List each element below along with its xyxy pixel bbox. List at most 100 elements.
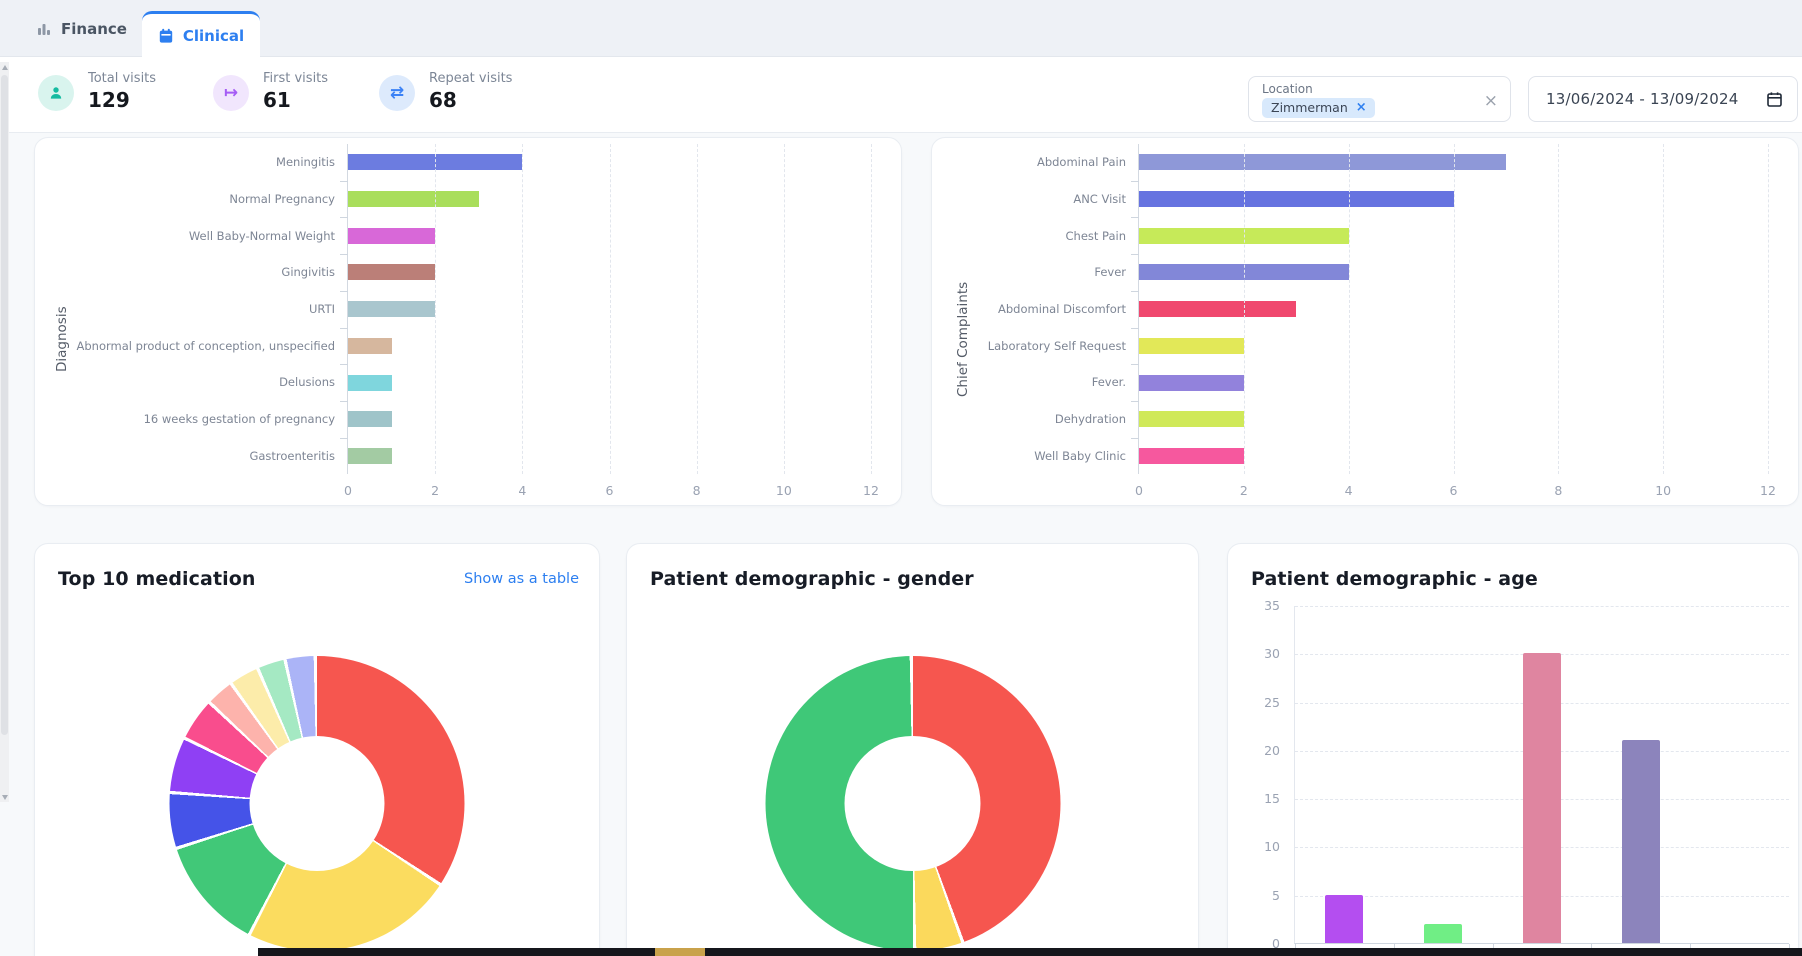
y-tick-label: 15 xyxy=(1264,791,1280,807)
x-tick-label: 6 xyxy=(1449,483,1458,498)
category-label: Gingivitis xyxy=(281,265,335,280)
axis-tick xyxy=(340,364,348,366)
gridline xyxy=(1453,144,1455,474)
x-tick-label: 2 xyxy=(431,483,440,498)
x-tick-label: 4 xyxy=(1344,483,1353,498)
location-filter-label: Location xyxy=(1262,82,1313,96)
bar-laboratory-self-request xyxy=(1139,337,1244,354)
repeat-arrows-icon: ⇄ xyxy=(379,75,415,111)
category-label: ANC Visit xyxy=(1073,192,1126,207)
location-chip[interactable]: Zimmerman × xyxy=(1262,98,1375,118)
stat-total-visits: Total visits 129 xyxy=(38,71,156,112)
bar-anc-visit xyxy=(1139,191,1454,208)
bar-abdominal-pain xyxy=(1139,154,1506,171)
show-as-table-link[interactable]: Show as a table xyxy=(463,571,579,587)
axis-tick xyxy=(340,327,348,329)
axis-tick xyxy=(1131,254,1139,256)
card-title: Patient demographic - gender xyxy=(650,568,974,590)
x-tick-label: 6 xyxy=(605,483,614,498)
location-filter[interactable]: Location Zimmerman × × xyxy=(1248,76,1511,122)
scroll-down-arrow[interactable] xyxy=(0,792,9,802)
age-bar-4 xyxy=(1621,740,1660,943)
x-axis-tick xyxy=(1591,944,1593,951)
axis-tick xyxy=(340,254,348,256)
bar-fever- xyxy=(1139,374,1244,391)
axis-tick xyxy=(1131,180,1139,182)
x-axis: 0 2 4 6 8 10 12 xyxy=(344,474,879,500)
scrollbar-thumb[interactable] xyxy=(1,75,8,735)
vertical-scrollbar[interactable] xyxy=(0,62,9,802)
axis-tick xyxy=(1131,217,1139,219)
age-bar-1 xyxy=(1325,894,1364,943)
bar-chart-icon xyxy=(36,21,52,37)
age-bar-3 xyxy=(1523,653,1561,943)
arrow-from-bar-icon: ↦ xyxy=(213,75,249,111)
date-range-input[interactable]: 13/06/2024 - 13/09/2024 xyxy=(1528,76,1798,122)
stat-label: Total visits xyxy=(88,71,157,86)
card-title: Patient demographic - age xyxy=(1251,568,1538,590)
axis-tick xyxy=(1131,364,1139,366)
y-tick-label: 10 xyxy=(1264,839,1280,855)
tab-clinical[interactable]: Clinical xyxy=(142,11,260,58)
gridline xyxy=(435,144,437,474)
chief-complaints-bar-chart: Chief Complaints Abdominal Pain ANC Visit… xyxy=(932,138,1798,505)
category-label: URTI xyxy=(309,302,335,317)
stat-value: 61 xyxy=(263,88,291,112)
card-title: Top 10 medication xyxy=(58,568,256,590)
gender-donut-chart xyxy=(765,656,1060,951)
top-medication-card: Top 10 medication Show as a table xyxy=(34,543,600,956)
x-axis-tick xyxy=(1295,944,1296,951)
category-label: Chest Pain xyxy=(1065,228,1127,243)
y-tick-label: 5 xyxy=(1272,887,1280,903)
plot-area xyxy=(1294,606,1790,951)
x-axis-tick xyxy=(1393,944,1395,951)
axis-tick xyxy=(340,437,348,439)
bottom-taskbar-strip xyxy=(258,948,1802,956)
category-label: Laboratory Self Request xyxy=(987,338,1126,353)
tab-finance[interactable]: Finance xyxy=(36,0,127,57)
gridline xyxy=(1768,144,1769,474)
x-tick-label: 4 xyxy=(518,483,527,498)
category-label: Delusions xyxy=(279,375,335,390)
y-tick-label: 35 xyxy=(1264,598,1280,613)
category-label: Abdominal Discomfort xyxy=(997,302,1126,317)
axis-tick xyxy=(1131,290,1139,292)
age-bar-chart: 0 5 10 15 20 25 30 35 xyxy=(1252,598,1790,951)
calendar-picker-icon[interactable] xyxy=(1766,91,1783,108)
bar-dehydration xyxy=(1139,411,1244,428)
tab-bar: Finance Clinical xyxy=(0,0,1802,58)
x-tick-label: 10 xyxy=(775,483,792,498)
gridline xyxy=(1348,144,1350,474)
stat-value: 129 xyxy=(88,88,130,112)
axis-tick xyxy=(340,400,348,402)
y-tick-label: 30 xyxy=(1264,646,1280,662)
x-tick-label: 12 xyxy=(863,483,879,498)
y-axis-title: Chief Complaints xyxy=(955,281,971,398)
category-axis: Abdominal Pain ANC Visit Chest Pain Fever Ab… xyxy=(986,144,1138,505)
gridline xyxy=(783,144,785,474)
axis-tick xyxy=(1131,437,1139,439)
category-label: Dehydration xyxy=(1054,412,1126,427)
y-tick-label: 0 xyxy=(1272,936,1280,951)
gridline xyxy=(1243,144,1245,474)
chip-remove-icon[interactable]: × xyxy=(1355,100,1367,115)
bar-urti xyxy=(348,301,436,318)
x-axis: 0 2 4 6 8 10 12 xyxy=(1135,474,1776,500)
gridline xyxy=(522,144,524,474)
category-label: Fever. xyxy=(1091,375,1126,390)
clear-filter-icon[interactable]: × xyxy=(1483,91,1498,111)
category-label: Abnormal product of conception, unspecif… xyxy=(76,338,335,353)
tab-label: Clinical xyxy=(182,27,245,45)
age-demographic-card: Patient demographic - age 0 5 10 15 20 25 30 35 xyxy=(1227,543,1799,956)
stat-value: 68 xyxy=(429,88,457,112)
medication-donut-chart xyxy=(169,656,465,951)
x-axis-tick xyxy=(1492,944,1494,951)
bar-well-baby-normal-weight xyxy=(348,227,436,244)
bar-16-weeks-gestation-of-pregnancy xyxy=(348,411,392,428)
bar-abdominal-discomfort xyxy=(1139,301,1297,318)
plot-area: 0 2 4 6 8 10 12 xyxy=(340,144,879,498)
scroll-up-arrow[interactable] xyxy=(0,62,9,72)
x-axis-tick xyxy=(1789,944,1790,951)
x-axis-tick xyxy=(1690,944,1692,951)
x-tick-label: 12 xyxy=(1760,483,1776,498)
